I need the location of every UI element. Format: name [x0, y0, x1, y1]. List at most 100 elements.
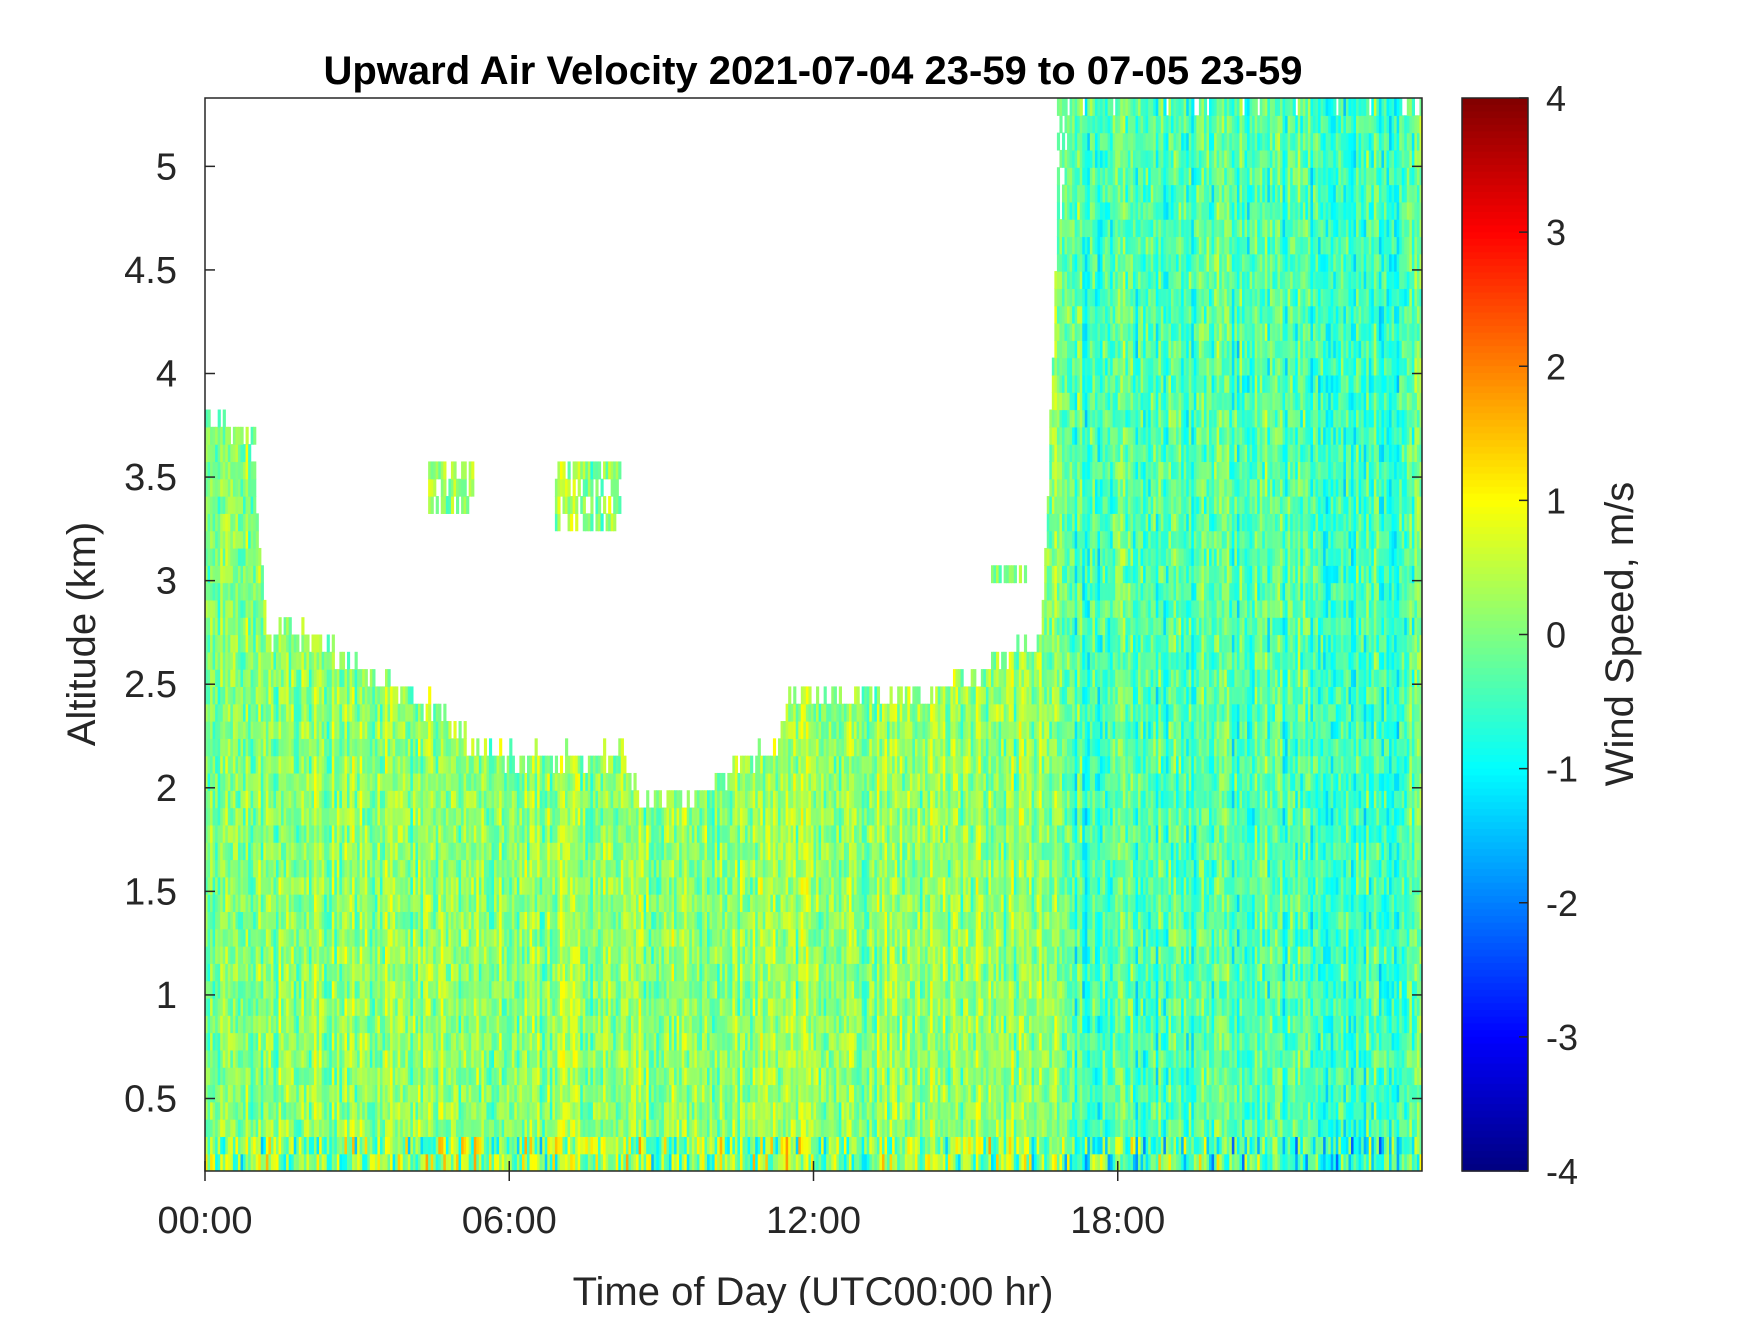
heatmap-cell: [613, 894, 617, 913]
heatmap-cell: [610, 894, 614, 913]
heatmap-cell: [273, 703, 277, 722]
heatmap-cell: [597, 1101, 602, 1120]
heatmap-cell: [265, 928, 269, 947]
heatmap-cell: [597, 997, 602, 1016]
heatmap-cell: [253, 824, 257, 843]
heatmap-cell: [592, 461, 597, 480]
heatmap-cell: [595, 1119, 599, 1137]
heatmap-cell: [275, 755, 280, 774]
heatmap-cell: [387, 721, 391, 739]
heatmap-cell: [544, 1015, 548, 1034]
heatmap-cell: [205, 651, 209, 670]
heatmap-cell: [207, 478, 211, 497]
heatmap-cell: [443, 911, 447, 930]
heatmap-cell: [433, 963, 437, 982]
heatmap-cell: [448, 1067, 452, 1086]
heatmap-cell: [542, 980, 546, 999]
heatmap-cell: [461, 1153, 465, 1171]
heatmap-cell: [243, 894, 247, 913]
heatmap-cell: [377, 859, 381, 878]
heatmap-cell: [286, 1136, 290, 1155]
heatmap-cell: [547, 1084, 551, 1103]
heatmap-cell: [357, 963, 361, 982]
heatmap-cell: [382, 1067, 386, 1086]
heatmap-cell: [450, 755, 455, 774]
heatmap-cell: [415, 997, 419, 1016]
heatmap-cell: [324, 963, 328, 982]
heatmap-cell: [301, 997, 305, 1016]
heatmap-cell: [582, 807, 586, 826]
heatmap-cell: [273, 1136, 277, 1155]
heatmap-cell: [303, 1136, 308, 1155]
heatmap-cell: [245, 686, 249, 705]
heatmap-cell: [395, 963, 399, 982]
heatmap-cell: [461, 1067, 465, 1086]
heatmap-cell: [544, 755, 548, 774]
heatmap-cell: [516, 807, 520, 826]
heatmap-cell: [222, 807, 226, 826]
heatmap-cell: [357, 755, 361, 774]
heatmap-cell: [481, 876, 485, 895]
heatmap-cell: [443, 963, 447, 982]
heatmap-cell: [453, 963, 457, 982]
heatmap-cell: [222, 478, 226, 497]
heatmap-cell: [286, 617, 290, 636]
heatmap-cell: [405, 1067, 409, 1086]
heatmap-cell: [486, 859, 490, 878]
heatmap-cell: [435, 703, 439, 722]
heatmap-cell: [618, 790, 622, 809]
heatmap-cell: [448, 842, 452, 861]
heatmap-cell: [235, 772, 239, 791]
heatmap-cell: [430, 946, 434, 964]
heatmap-cell: [344, 807, 348, 826]
heatmap-cell: [329, 755, 333, 774]
heatmap-cell: [539, 1153, 543, 1171]
heatmap-cell: [580, 755, 584, 774]
heatmap-cell: [448, 894, 452, 913]
heatmap-cell: [237, 1067, 242, 1086]
heatmap-cell: [483, 980, 488, 999]
heatmap-cell: [395, 876, 399, 895]
heatmap-cell: [349, 928, 353, 947]
heatmap-cell: [263, 1015, 267, 1034]
heatmap-cell: [344, 738, 348, 757]
heatmap-cell: [374, 1049, 379, 1068]
heatmap-cell: [336, 790, 340, 809]
heatmap-cell: [572, 980, 576, 999]
heatmap-cell: [212, 1032, 216, 1051]
heatmap-cell: [438, 963, 442, 982]
heatmap-cell: [417, 1084, 422, 1103]
heatmap-cell: [552, 859, 556, 878]
heatmap-cell: [314, 928, 318, 947]
heatmap-cell: [630, 824, 635, 843]
heatmap-cell: [468, 1032, 472, 1051]
heatmap-cell: [326, 634, 330, 653]
heatmap-cell: [230, 842, 234, 861]
heatmap-cell: [303, 894, 308, 913]
heatmap-cell: [288, 963, 292, 982]
heatmap-cell: [476, 1153, 480, 1171]
heatmap-cell: [301, 1015, 305, 1034]
heatmap-cell: [326, 876, 330, 895]
heatmap-cell: [273, 859, 277, 878]
heatmap-cell: [334, 1101, 338, 1120]
heatmap-cell: [225, 669, 229, 688]
heatmap-cell: [250, 1136, 254, 1155]
heatmap-cell: [630, 963, 635, 982]
heatmap-cell: [620, 911, 624, 930]
heatmap-cell: [217, 582, 221, 601]
heatmap-cell: [382, 946, 386, 964]
heatmap-cell: [620, 1119, 624, 1137]
heatmap-cell: [336, 1015, 340, 1034]
heatmap-cell: [481, 790, 485, 809]
heatmap-cell: [230, 772, 234, 791]
heatmap-cell: [283, 1049, 287, 1068]
heatmap-cell: [463, 1119, 467, 1137]
heatmap-cell: [633, 807, 637, 826]
heatmap-cell: [453, 842, 457, 861]
heatmap-cell: [275, 928, 280, 947]
heatmap-cell: [372, 1084, 376, 1103]
heatmap-cell: [534, 842, 538, 861]
heatmap-cell: [379, 842, 384, 861]
heatmap-cell: [329, 772, 333, 791]
